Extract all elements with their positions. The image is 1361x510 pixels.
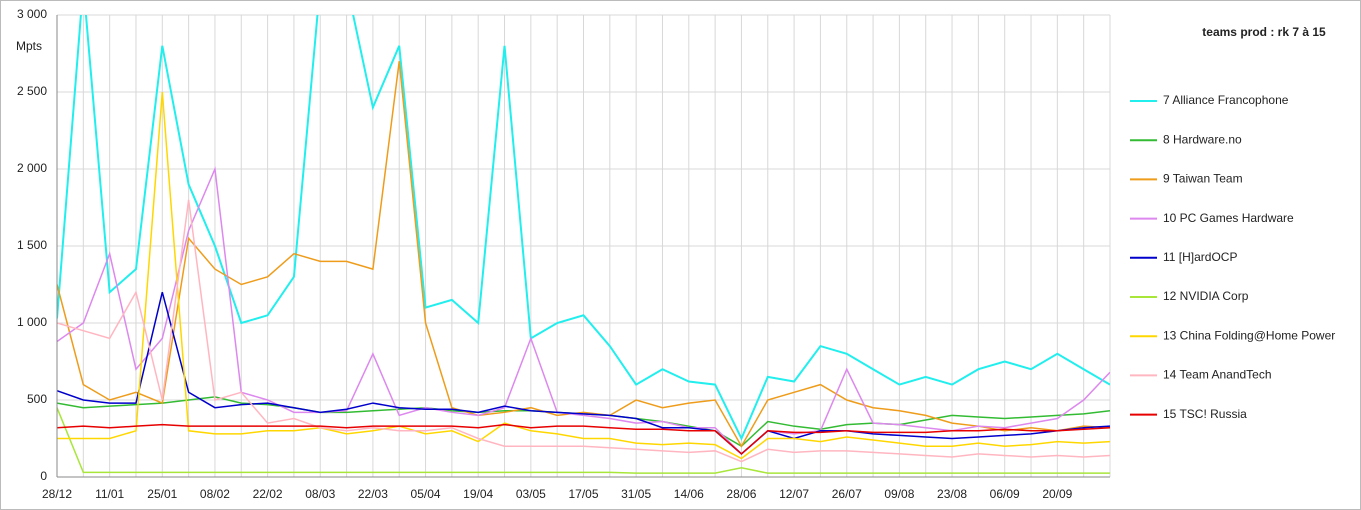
legend-label: 7 Alliance Francophone	[1163, 93, 1289, 107]
legend-label: 15 TSC! Russia	[1163, 407, 1247, 421]
x-tick-label: 22/03	[358, 487, 388, 501]
x-tick-label: 22/02	[253, 487, 283, 501]
x-tick-label: 06/09	[990, 487, 1020, 501]
x-tick-label: 03/05	[516, 487, 546, 501]
series-line	[57, 91, 1110, 460]
y-tick-label: 3 000	[17, 7, 47, 21]
x-tick-label: 08/02	[200, 487, 230, 501]
x-tick-label: 23/08	[937, 487, 967, 501]
y-tick-label: 2 000	[17, 161, 47, 175]
series-line	[57, 15, 1110, 441]
x-tick-label: 26/07	[832, 487, 862, 501]
chart-title: teams prod : rk 7 à 15	[1202, 25, 1326, 39]
legend-label: 14 Team AnandTech	[1163, 368, 1272, 382]
x-tick-label: 11/01	[95, 487, 124, 501]
x-tick-label: 17/05	[568, 487, 598, 501]
x-tick-label: 25/01	[147, 487, 177, 501]
x-tick-label: 19/04	[463, 487, 493, 501]
series-line	[57, 407, 1110, 474]
x-tick-label: 14/06	[674, 487, 704, 501]
x-tick-label: 09/08	[884, 487, 914, 501]
y-tick-label: 1 500	[17, 238, 47, 252]
legend-label: 12 NVIDIA Corp	[1163, 289, 1249, 303]
series-line	[57, 423, 1110, 455]
x-tick-label: 20/09	[1042, 487, 1072, 501]
y-tick-label: 2 500	[17, 84, 47, 98]
y-axis-label: Mpts	[16, 39, 42, 53]
plot-area	[57, 15, 1110, 474]
legend-label: 8 Hardware.no	[1163, 132, 1242, 146]
x-tick-label: 31/05	[621, 487, 651, 501]
y-tick-label: 1 000	[17, 315, 47, 329]
legend-label: 10 PC Games Hardware	[1163, 211, 1294, 225]
x-tick-label: 28/12	[42, 487, 72, 501]
y-tick-label: 0	[40, 469, 47, 483]
legend-label: 13 China Folding@Home Power	[1163, 328, 1335, 342]
series-line	[57, 61, 1110, 448]
x-tick-label: 08/03	[305, 487, 335, 501]
series-line	[57, 166, 1110, 455]
x-tick-label: 12/07	[779, 487, 809, 501]
series-line	[57, 292, 1110, 455]
x-tick-label: 05/04	[411, 487, 441, 501]
legend-label: 9 Taiwan Team	[1163, 172, 1243, 186]
series-line	[57, 199, 1110, 463]
x-tick-label: 28/06	[726, 487, 756, 501]
y-tick-label: 500	[27, 392, 47, 406]
legend-label: 11 [H]ardOCP	[1163, 250, 1237, 264]
